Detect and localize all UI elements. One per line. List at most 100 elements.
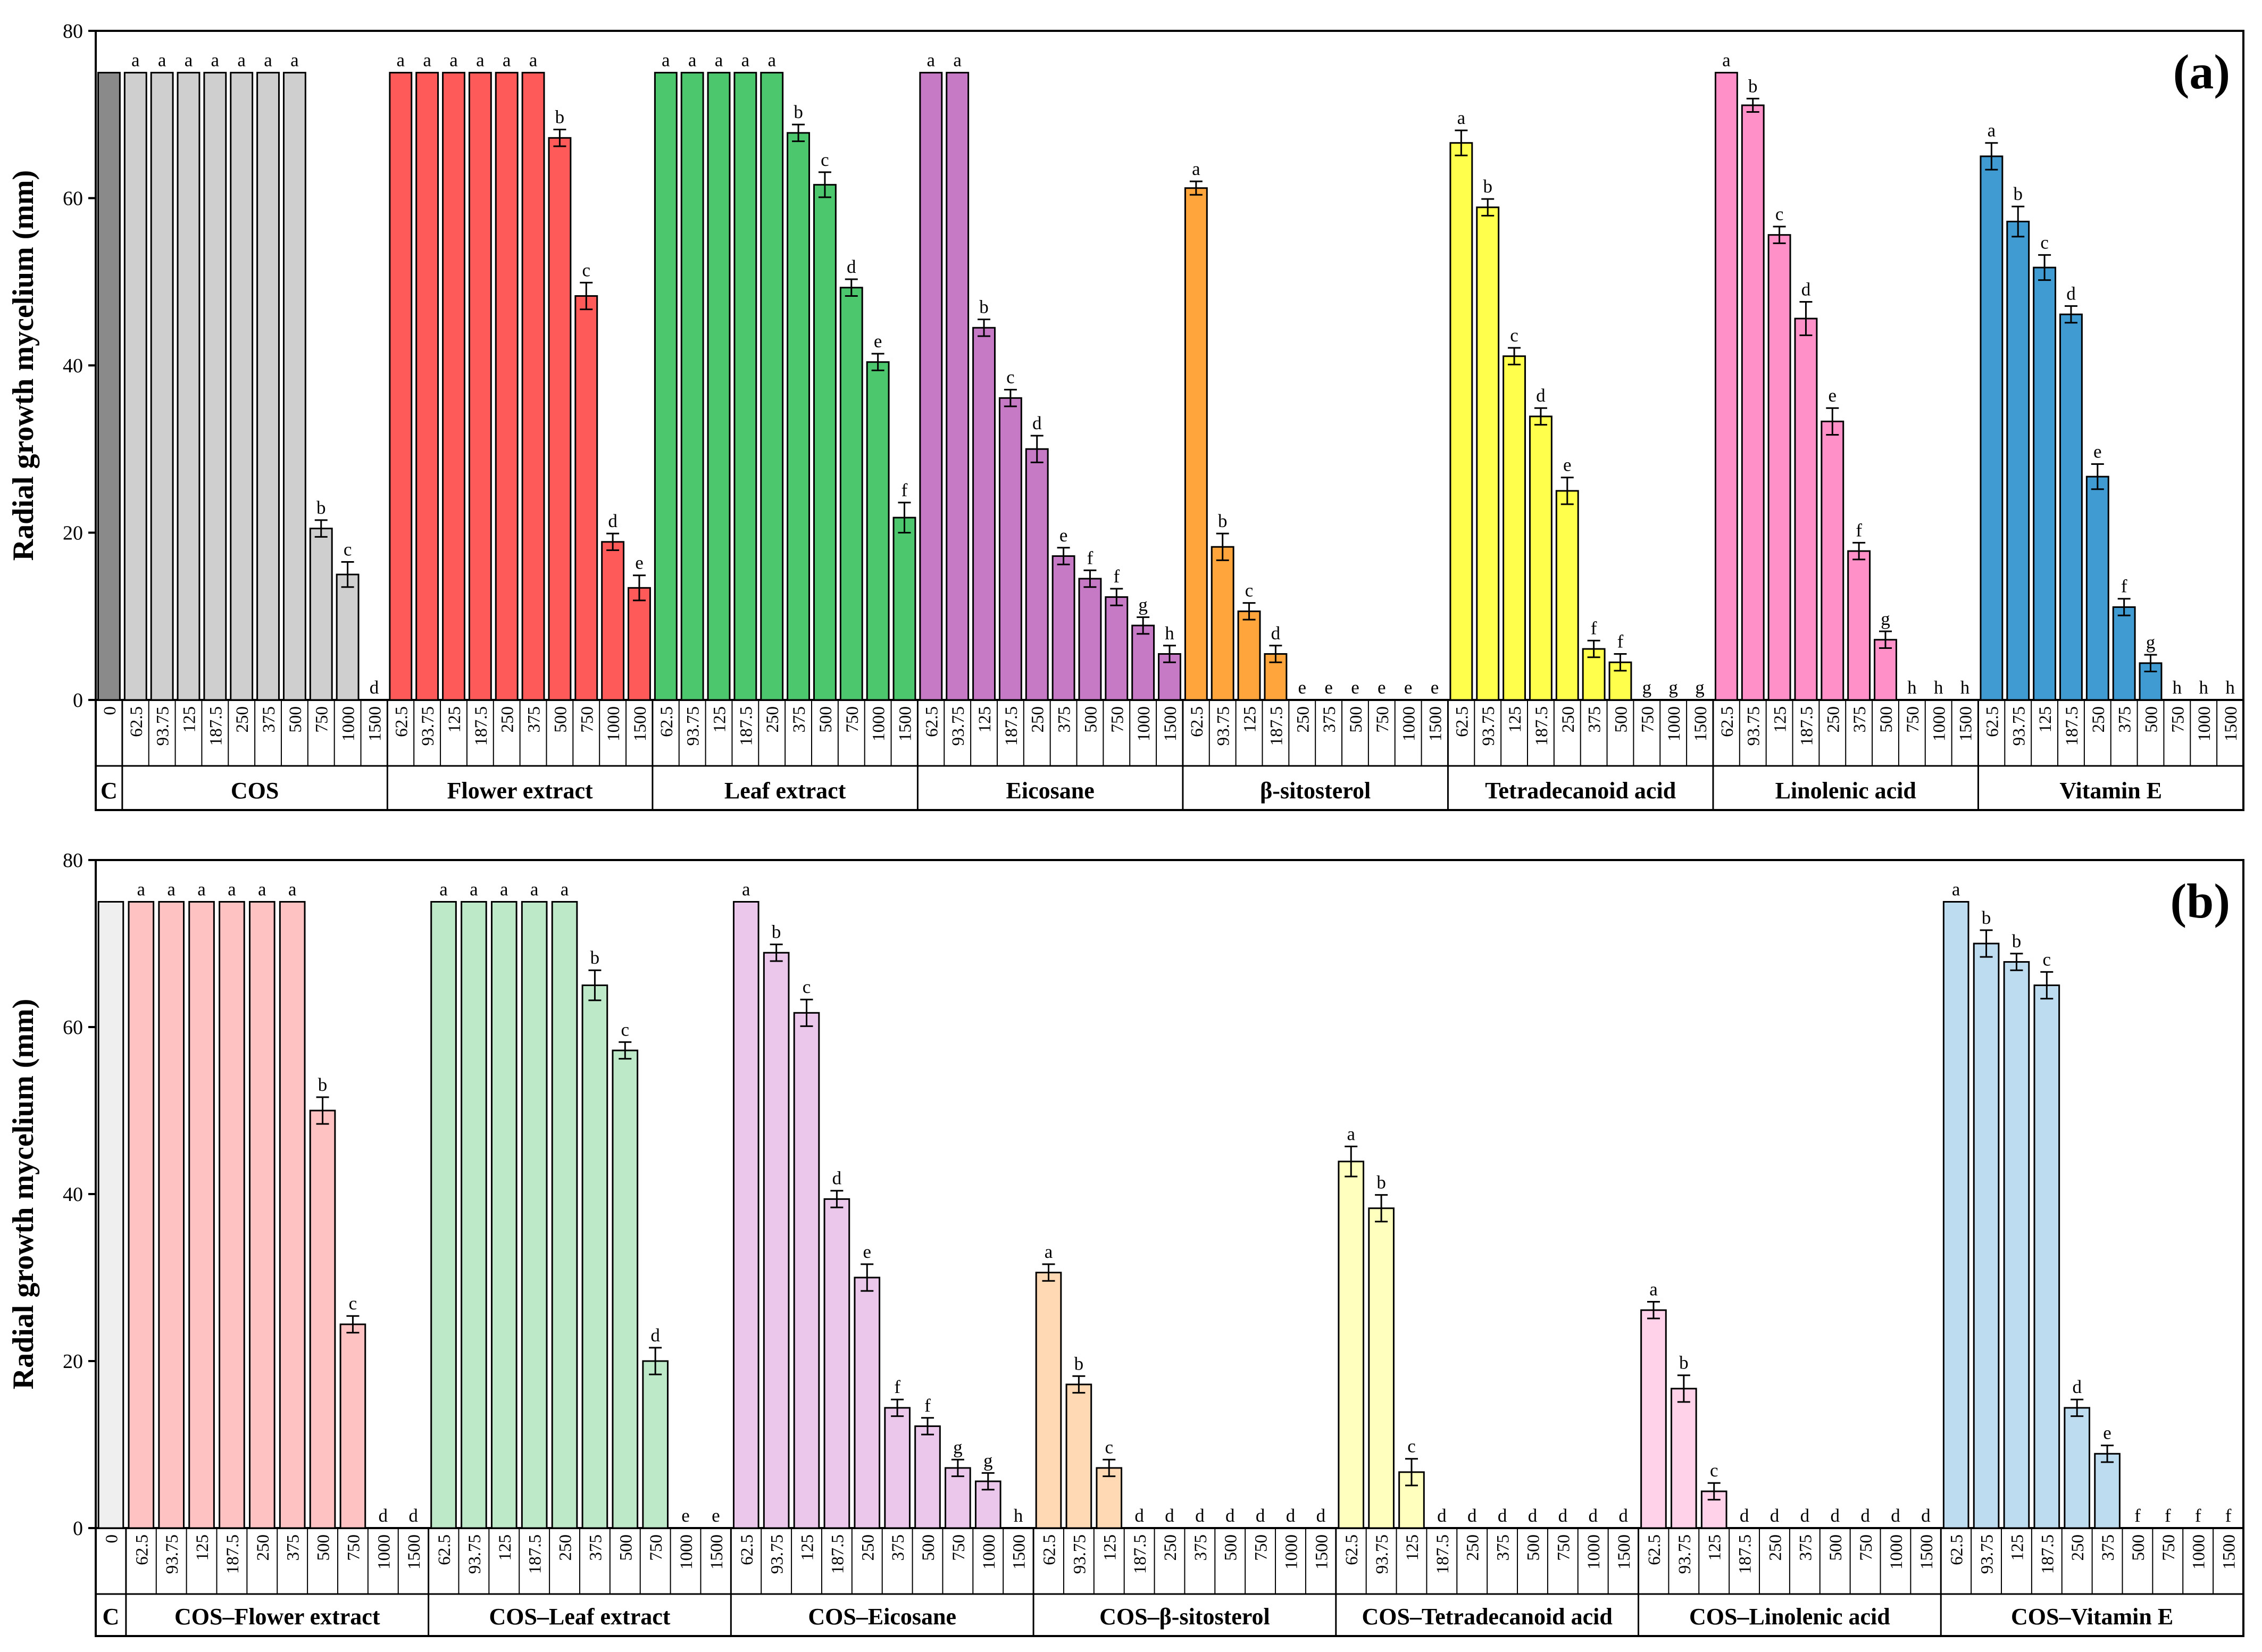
concentration-label: 500 [1826, 1534, 1846, 1561]
concentration-label: 500 [616, 1534, 636, 1561]
concentration-label: 1500 [1426, 706, 1446, 741]
group-label: COS–Tetradecanoid acid [1362, 1604, 1612, 1630]
bar [581, 984, 608, 1529]
concentration-label: 93.75 [1373, 1534, 1392, 1574]
bar [892, 516, 916, 701]
concentration-label: 1500 [896, 706, 915, 741]
significance-letter: f [1617, 631, 1624, 652]
significance-letter: f [1591, 618, 1597, 638]
significance-letter: f [2134, 1505, 2141, 1526]
concentration-label: 750 [647, 1534, 666, 1561]
bar [1714, 72, 1738, 701]
significance-letter: b [316, 497, 326, 518]
significance-letter: f [2225, 1505, 2232, 1526]
bar [2003, 961, 2030, 1529]
concentration-label: 750 [1554, 1534, 1573, 1561]
concentration-label: 1500 [1917, 1534, 1937, 1570]
significance-letter: c [1510, 325, 1518, 346]
concentration-label: 62.5 [435, 1534, 454, 1565]
concentration-label: 1500 [365, 706, 385, 741]
significance-letter: f [2195, 1505, 2201, 1526]
bar [919, 72, 943, 701]
significance-letter: a [927, 50, 936, 71]
group-label: Eicosane [1006, 778, 1095, 804]
concentration-label: 1000 [677, 1534, 696, 1570]
concentration-label: 250 [1766, 1534, 1785, 1561]
bar [793, 1012, 820, 1529]
concentration-label: 93.75 [949, 706, 968, 746]
bar [1973, 942, 2000, 1529]
bar [763, 952, 790, 1529]
concentration-label: 93.75 [419, 706, 438, 746]
bar [2139, 662, 2163, 701]
concentration-label: 62.5 [392, 706, 411, 737]
bar [521, 901, 548, 1529]
concentration-label: 187.5 [526, 1534, 545, 1574]
bar [97, 901, 124, 1529]
bar [1980, 155, 2004, 701]
bar [866, 361, 890, 701]
significance-letter: d [1165, 1505, 1174, 1526]
concentration-label: 500 [1524, 1534, 1543, 1561]
significance-letter: g [1881, 608, 1890, 629]
bar [230, 72, 254, 701]
concentration-label: 250 [498, 706, 517, 733]
bar [680, 72, 704, 701]
concentration-label: 125 [1100, 1534, 1120, 1561]
group-label: COS–Vitamin E [2011, 1604, 2173, 1630]
significance-letter: a [264, 50, 272, 71]
concentration-label: 750 [313, 706, 332, 733]
significance-letter: d [1271, 623, 1281, 644]
significance-letter: b [1218, 511, 1228, 531]
group-label: Leaf extract [724, 778, 846, 804]
bar [1449, 142, 1473, 701]
concentration-label: 1000 [1887, 1534, 1906, 1570]
bar [601, 541, 625, 701]
concentration-label: 1500 [1957, 706, 1976, 741]
bar [521, 72, 545, 701]
group-label: COS [231, 778, 279, 804]
bar [1503, 355, 1526, 701]
significance-letter: a [131, 50, 140, 71]
significance-letter: g [1668, 677, 1678, 698]
bar [2033, 984, 2060, 1529]
significance-letter: h [1014, 1505, 1023, 1526]
concentration-label: 62.5 [132, 1534, 152, 1565]
significance-letter: g [1138, 594, 1148, 615]
concentration-label: 500 [816, 706, 836, 733]
significance-letter: e [1324, 677, 1333, 698]
y-tick-label: 20 [63, 1350, 83, 1373]
significance-letter: e [1298, 677, 1306, 698]
bar [256, 72, 280, 701]
concentration-label: 93.75 [1745, 706, 1764, 746]
concentration-label: 375 [1055, 706, 1074, 733]
bar [336, 573, 360, 701]
bar [1035, 1272, 1062, 1529]
concentration-label: 62.5 [1342, 1534, 1362, 1565]
significance-letter: a [439, 879, 448, 900]
bar [732, 901, 759, 1529]
group-label: COS–Leaf extract [489, 1604, 671, 1630]
significance-letter: d [1286, 1505, 1296, 1526]
concentration-label: 750 [1638, 706, 1657, 733]
bar [654, 72, 678, 701]
concentration-label: 1000 [2195, 706, 2214, 741]
significance-letter: d [1528, 1505, 1538, 1526]
bar [914, 1425, 941, 1529]
significance-letter: a [741, 50, 750, 71]
significance-letter: a [767, 50, 776, 71]
significance-letter: f [894, 1376, 900, 1397]
concentration-label: 750 [2159, 1534, 2178, 1561]
significance-letter: e [1059, 525, 1068, 546]
significance-letter: f [2121, 576, 2127, 597]
concentration-label: 187.5 [206, 706, 226, 746]
concentration-label: 250 [1029, 706, 1048, 733]
significance-letter: d [1830, 1505, 1840, 1526]
concentration-label: 93.75 [684, 706, 703, 746]
concentration-label: 375 [790, 706, 809, 733]
significance-letter: e [863, 1241, 871, 1262]
concentration-label: 375 [2099, 1534, 2118, 1561]
group-label: Linolenic acid [1775, 778, 1916, 804]
bar [628, 587, 651, 701]
